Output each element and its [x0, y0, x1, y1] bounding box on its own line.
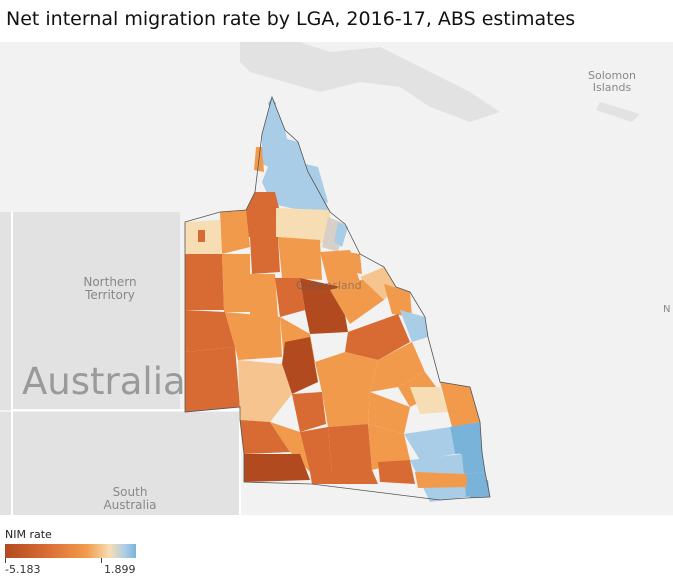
lga-cassowary[interactable] [348, 252, 362, 274]
lga-gold-coast[interactable] [415, 472, 468, 488]
lga-croydon[interactable] [250, 237, 280, 274]
lga-barcoo[interactable] [238, 360, 292, 422]
png-land [240, 42, 500, 122]
edge-label: N [663, 304, 671, 315]
lga-cook-east[interactable] [298, 162, 328, 210]
lga-etheridge[interactable] [278, 237, 322, 280]
legend-color-ramp [5, 544, 136, 558]
lga-fraser-coast[interactable] [440, 382, 480, 427]
lga-maranoa[interactable] [328, 424, 372, 474]
lga-murweh[interactable] [322, 392, 370, 427]
legend-tick-zero [101, 558, 102, 563]
lga-gympie[interactable] [450, 422, 482, 454]
lga-charters-towers[interactable] [330, 277, 384, 324]
lga-cairns[interactable] [334, 222, 348, 247]
lga-bundaberg[interactable] [410, 387, 448, 414]
lga-paroo[interactable] [300, 427, 332, 474]
map-panel[interactable]: Solomon Islands Northern Territory Austr… [0, 42, 673, 515]
lga-balonne[interactable] [244, 454, 310, 482]
lga-winton[interactable] [225, 312, 282, 360]
legend-min-value: -5.183 [5, 563, 41, 576]
lga-southern-downs[interactable] [378, 460, 415, 484]
lga-carpentaria[interactable] [276, 208, 330, 247]
legend-max-value: 1.899 [104, 563, 136, 576]
lga-logan[interactable] [466, 480, 490, 498]
lga-rockhampton[interactable] [370, 342, 425, 392]
lga-western-downs[interactable] [368, 424, 410, 470]
lga-mckinlay[interactable] [250, 274, 278, 320]
lga-goondiwindi[interactable] [310, 470, 378, 484]
map-svg[interactable] [0, 42, 673, 515]
legend-tick-min [5, 558, 6, 563]
legend-title: NIM rate [5, 528, 52, 541]
lga-cloncurry[interactable] [222, 254, 250, 312]
lga-whitsunday[interactable] [384, 284, 412, 317]
chart-title: Net internal migration rate by LGA, 2016… [6, 8, 576, 30]
lga-blackall-tambo[interactable] [292, 392, 326, 432]
sa-land [0, 412, 240, 515]
queensland-lgas[interactable] [185, 97, 490, 502]
lga-gulf-west[interactable] [246, 192, 280, 237]
lga-richmond[interactable] [275, 278, 305, 317]
lga-south-burnett[interactable] [404, 427, 455, 460]
lga-isaac[interactable] [345, 314, 410, 360]
south-australia-label: South Australia [103, 485, 157, 513]
lga-boulia[interactable] [185, 310, 235, 352]
lga-barcaldine[interactable] [282, 337, 318, 394]
queensland-label: Queensland [296, 279, 362, 292]
qld-outline [184, 95, 491, 501]
color-legend: NIM rate -5.183 1.899 [5, 528, 205, 578]
lga-mount-isa[interactable] [185, 254, 224, 310]
lga-central-highlands[interactable] [315, 352, 378, 392]
lga-mornington[interactable] [198, 230, 205, 242]
australia-label: Australia [22, 360, 186, 403]
solomon-islands-label: Solomon Islands [588, 69, 636, 95]
lga-diamantina[interactable] [185, 347, 240, 412]
lga-mackay[interactable] [400, 310, 428, 342]
solomon-land [596, 102, 640, 122]
northern-territory-label: Northern Territory [83, 275, 137, 303]
lga-burke[interactable] [220, 210, 250, 254]
lga-sunshine-coast[interactable] [460, 450, 485, 474]
lga-bulloo[interactable] [240, 420, 290, 454]
lga-banana[interactable] [368, 392, 410, 434]
nt-land [0, 212, 180, 410]
